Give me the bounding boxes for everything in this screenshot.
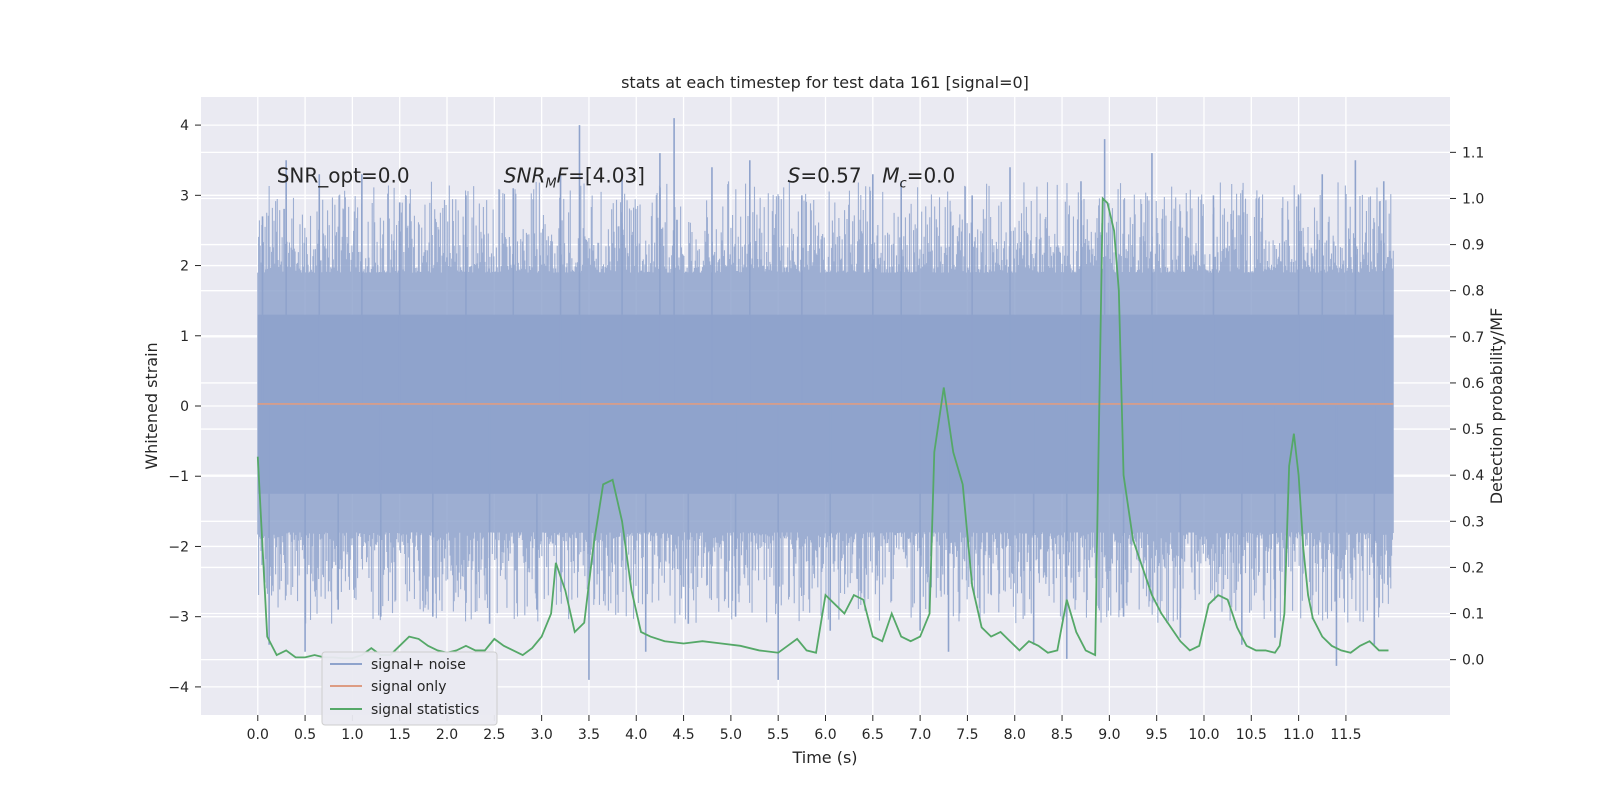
- y-right-tick-label: 1.0: [1462, 191, 1484, 207]
- x-tick-label: 10.0: [1188, 727, 1219, 743]
- y-right-axis-label: Detection probability/MF: [1487, 308, 1506, 505]
- y-right-tick-label: 0.1: [1462, 607, 1484, 623]
- x-tick-label: 0.0: [247, 727, 269, 743]
- x-tick-label: 11.5: [1330, 727, 1361, 743]
- y-right-tick-label: 0.0: [1462, 653, 1484, 669]
- annotations: SNR_opt=0.0 SNRMF=[4.03] S=0.57 Mc=0.0: [277, 163, 956, 191]
- chart-title: stats at each timestep for test data 161…: [621, 73, 1029, 92]
- x-tick-label: 10.5: [1236, 727, 1267, 743]
- legend-label-signal-statistics: signal statistics: [371, 702, 479, 718]
- legend-label-signal-only: signal only: [371, 679, 446, 695]
- x-tick-label: 9.5: [1146, 727, 1168, 743]
- y-right-tick-label: 0.4: [1462, 468, 1484, 484]
- y-tick-label: 4: [180, 118, 189, 134]
- x-tick-label: 4.5: [672, 727, 694, 743]
- y-axis-label: Whitened strain: [142, 342, 161, 469]
- y-right-tick-label: 0.2: [1462, 560, 1484, 576]
- y-right-tick-label: 0.7: [1462, 330, 1484, 346]
- legend-box: [321, 651, 498, 726]
- annotation-1: SNRMF=[4.03]: [504, 163, 645, 191]
- y-right-tick-label: 0.9: [1462, 238, 1484, 254]
- y-tick-label: 1: [180, 329, 189, 345]
- x-tick-label: 2.5: [483, 727, 505, 743]
- x-tick-label: 5.5: [767, 727, 789, 743]
- x-tick-label: 1.5: [389, 727, 411, 743]
- y-tick-label: 0: [180, 399, 189, 415]
- x-axis-label: Time (s): [791, 748, 857, 767]
- y-right-tick-label: 1.1: [1462, 145, 1484, 161]
- annotation-3: Mc=0.0: [882, 163, 955, 191]
- x-tick-label: 2.0: [436, 727, 458, 743]
- y-tick-label: 3: [180, 188, 189, 204]
- x-tick-label: 3.0: [531, 727, 553, 743]
- y-right-tick-label: 0.8: [1462, 284, 1484, 300]
- y-tick-label: 2: [180, 259, 189, 275]
- y-right-tick-label: 0.3: [1462, 514, 1484, 530]
- x-tick-label: 6.0: [814, 727, 836, 743]
- y-tick-label: −1: [168, 469, 189, 485]
- annotation-0: SNR_opt=0.0: [277, 163, 410, 187]
- y-right-tick-label: 0.6: [1462, 376, 1484, 392]
- x-tick-label: 8.0: [1004, 727, 1026, 743]
- x-tick-label: 7.5: [956, 727, 978, 743]
- y-right-tick-label: 0.5: [1462, 422, 1484, 438]
- x-tick-label: 6.5: [862, 727, 884, 743]
- annotation-2: S=0.57: [788, 163, 862, 187]
- axes: 0.0 0.5 1.0 1.5 2.0 2.5 3.0 3.5 4.0 4.5 5.0 5.5 6.0 6…: [168, 118, 1484, 743]
- legend: signal+ noise signal only signal statist…: [321, 651, 498, 726]
- x-tick-label: 8.5: [1051, 727, 1073, 743]
- x-tick-label: 1.0: [341, 727, 363, 743]
- x-tick-label: 7.0: [909, 727, 931, 743]
- legend-label-signal-noise: signal+ noise: [371, 657, 466, 673]
- x-tick-label: 3.5: [578, 727, 600, 743]
- y-tick-label: −2: [168, 539, 189, 555]
- x-tick-label: 11.0: [1283, 727, 1314, 743]
- x-tick-label: 9.0: [1098, 727, 1120, 743]
- x-tick-label: 5.0: [720, 727, 742, 743]
- y-tick-label: −4: [168, 680, 189, 696]
- y-tick-label: −3: [168, 610, 189, 626]
- x-tick-label: 4.0: [625, 727, 647, 743]
- x-tick-label: 0.5: [294, 727, 316, 743]
